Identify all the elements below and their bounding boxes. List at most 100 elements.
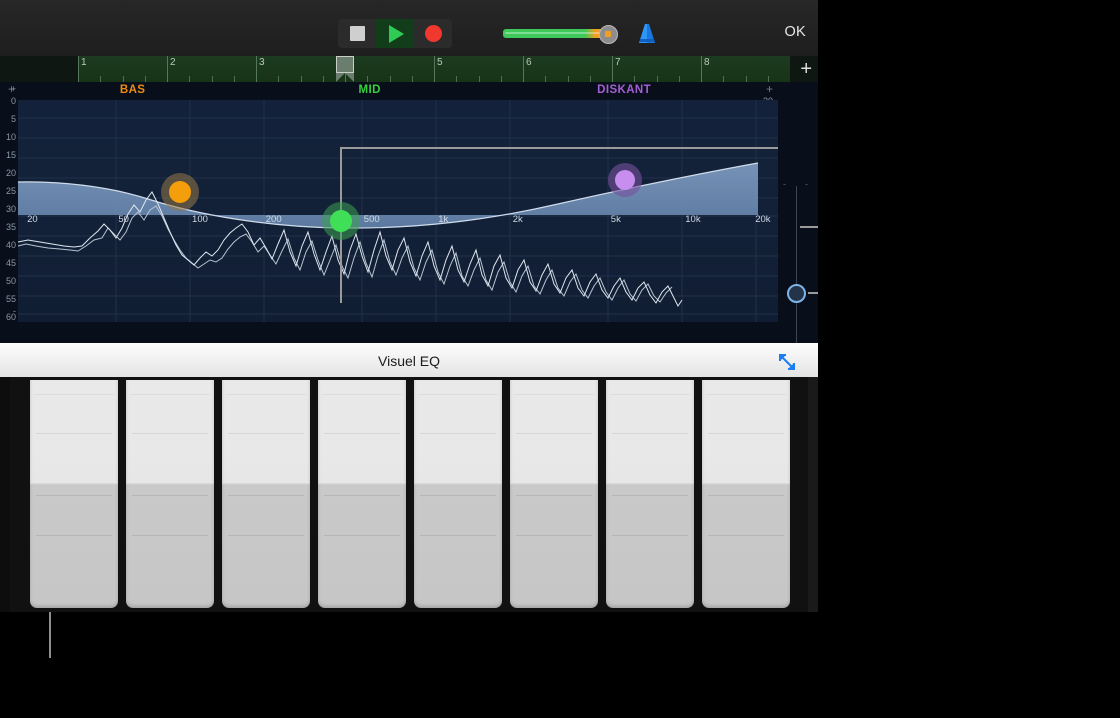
analyser-db-axis: +0 5 10 15 20 25 30 35 40 45 50 55 60-: [0, 84, 18, 340]
analyser-axis-tick: 15: [5, 150, 16, 160]
key-line: [420, 433, 496, 434]
drag-guide-horizontal-mid: [340, 147, 778, 149]
key-line: [612, 495, 688, 496]
freq-tick-500: 500: [363, 214, 380, 225]
freq-tick-10k: 10k: [685, 214, 701, 225]
ruler-tick: [411, 76, 413, 82]
analyser-axis-tick: 20: [5, 168, 16, 178]
ruler-tick: [767, 76, 769, 82]
ruler-tick: [545, 76, 547, 82]
white-key[interactable]: [318, 380, 406, 608]
ruler-bar-mark: [612, 56, 613, 82]
ok-button[interactable]: OK: [784, 24, 806, 40]
white-key[interactable]: [414, 380, 502, 608]
key-line: [36, 495, 112, 496]
right-axis-plus: +: [766, 82, 774, 96]
analyser-axis-tick: 35: [5, 222, 16, 232]
ruler-track[interactable]: 12345678: [78, 56, 790, 82]
analyser-axis-tick: 25: [5, 186, 16, 196]
freq-tick-2k: 2k: [512, 214, 523, 225]
analyser-axis-tick: 60: [5, 312, 16, 322]
keyboard-keys[interactable]: [10, 377, 808, 612]
metronome-icon[interactable]: [636, 22, 658, 46]
key-line: [228, 433, 304, 434]
key-line: [132, 433, 208, 434]
treble-node-core: [615, 170, 635, 190]
key-line: [132, 495, 208, 496]
eq-band-labels: + + BAS MID DISKANT: [0, 82, 818, 100]
ruler-tick: [122, 76, 124, 82]
white-key[interactable]: [606, 380, 694, 608]
key-line: [36, 433, 112, 434]
playhead-body: [336, 56, 354, 73]
band-label-bas: BAS: [119, 84, 146, 96]
key-line: [228, 495, 304, 496]
key-line: [226, 394, 306, 395]
gain-tick-top-left: -: [783, 179, 786, 189]
playhead[interactable]: [336, 56, 354, 82]
white-key[interactable]: [222, 380, 310, 608]
ruler-bar-number: 5: [437, 57, 443, 68]
analyser-axis-tick: 45: [5, 258, 16, 268]
play-icon: [389, 24, 404, 43]
gain-slider-knob[interactable]: [787, 284, 806, 303]
bass-node[interactable]: [161, 173, 199, 211]
key-line: [420, 535, 496, 536]
band-label-diskant: DISKANT: [597, 84, 652, 96]
white-key[interactable]: [126, 380, 214, 608]
stop-button[interactable]: [338, 19, 376, 48]
key-line: [708, 495, 784, 496]
analyser-axis-plus: +: [10, 84, 16, 94]
ruler-bar-number: 8: [704, 57, 710, 68]
ruler-tick: [300, 76, 302, 82]
mid-node[interactable]: [322, 202, 360, 240]
key-line: [708, 433, 784, 434]
key-line: [324, 433, 400, 434]
expand-icon[interactable]: [778, 353, 796, 371]
left-axis-plus: +: [8, 82, 16, 96]
ruler-bar-mark: [256, 56, 257, 82]
analyser-peak-trace: [18, 205, 673, 303]
key-line: [612, 433, 688, 434]
key-line: [708, 535, 784, 536]
white-key[interactable]: [702, 380, 790, 608]
treble-node[interactable]: [608, 163, 642, 197]
record-button[interactable]: [414, 19, 452, 48]
ruler-tick: [589, 76, 591, 82]
freq-tick-100: 100: [192, 214, 208, 225]
piano-keyboard[interactable]: [0, 377, 818, 612]
keyboard-scrollbar[interactable]: [808, 377, 818, 612]
key-line: [706, 394, 786, 395]
visual-eq-panel: + + BAS MID DISKANT +0 5 10 15 20 25 30 35 40 45 50 5…: [0, 82, 818, 425]
key-line: [612, 535, 688, 536]
drag-guide-horizontal-gain: [808, 292, 818, 294]
ruler-tick: [723, 76, 725, 82]
add-track-button[interactable]: +: [800, 58, 812, 80]
bass-node-core: [169, 181, 191, 203]
master-level-slider[interactable]: [503, 24, 618, 44]
key-line: [418, 394, 498, 395]
eq-curve-fill: [18, 163, 758, 229]
analyser-axis-tick: 0: [10, 96, 16, 106]
ruler-tick: [189, 76, 191, 82]
key-line: [610, 394, 690, 395]
white-key[interactable]: [510, 380, 598, 608]
analyser-axis-tick: 55: [5, 294, 16, 304]
timeline-ruler[interactable]: 12345678 +: [0, 56, 818, 82]
white-key[interactable]: [30, 380, 118, 608]
key-line: [228, 535, 304, 536]
analyser-axis-tick: 30: [5, 204, 16, 214]
drag-guide-horizontal-gain-top: [800, 226, 818, 228]
ruler-bar-number: 7: [615, 57, 621, 68]
level-knob[interactable]: [599, 25, 618, 44]
ruler-bar-number: 6: [526, 57, 532, 68]
eq-plot[interactable]: [18, 100, 778, 322]
ruler-tick: [678, 76, 680, 82]
play-button[interactable]: [376, 19, 414, 48]
freq-tick-20: 20: [27, 214, 38, 225]
transport-bar: OK: [0, 0, 818, 56]
ruler-tick: [367, 76, 369, 82]
analyser-axis-tick: 10: [5, 132, 16, 142]
key-line: [34, 394, 114, 395]
